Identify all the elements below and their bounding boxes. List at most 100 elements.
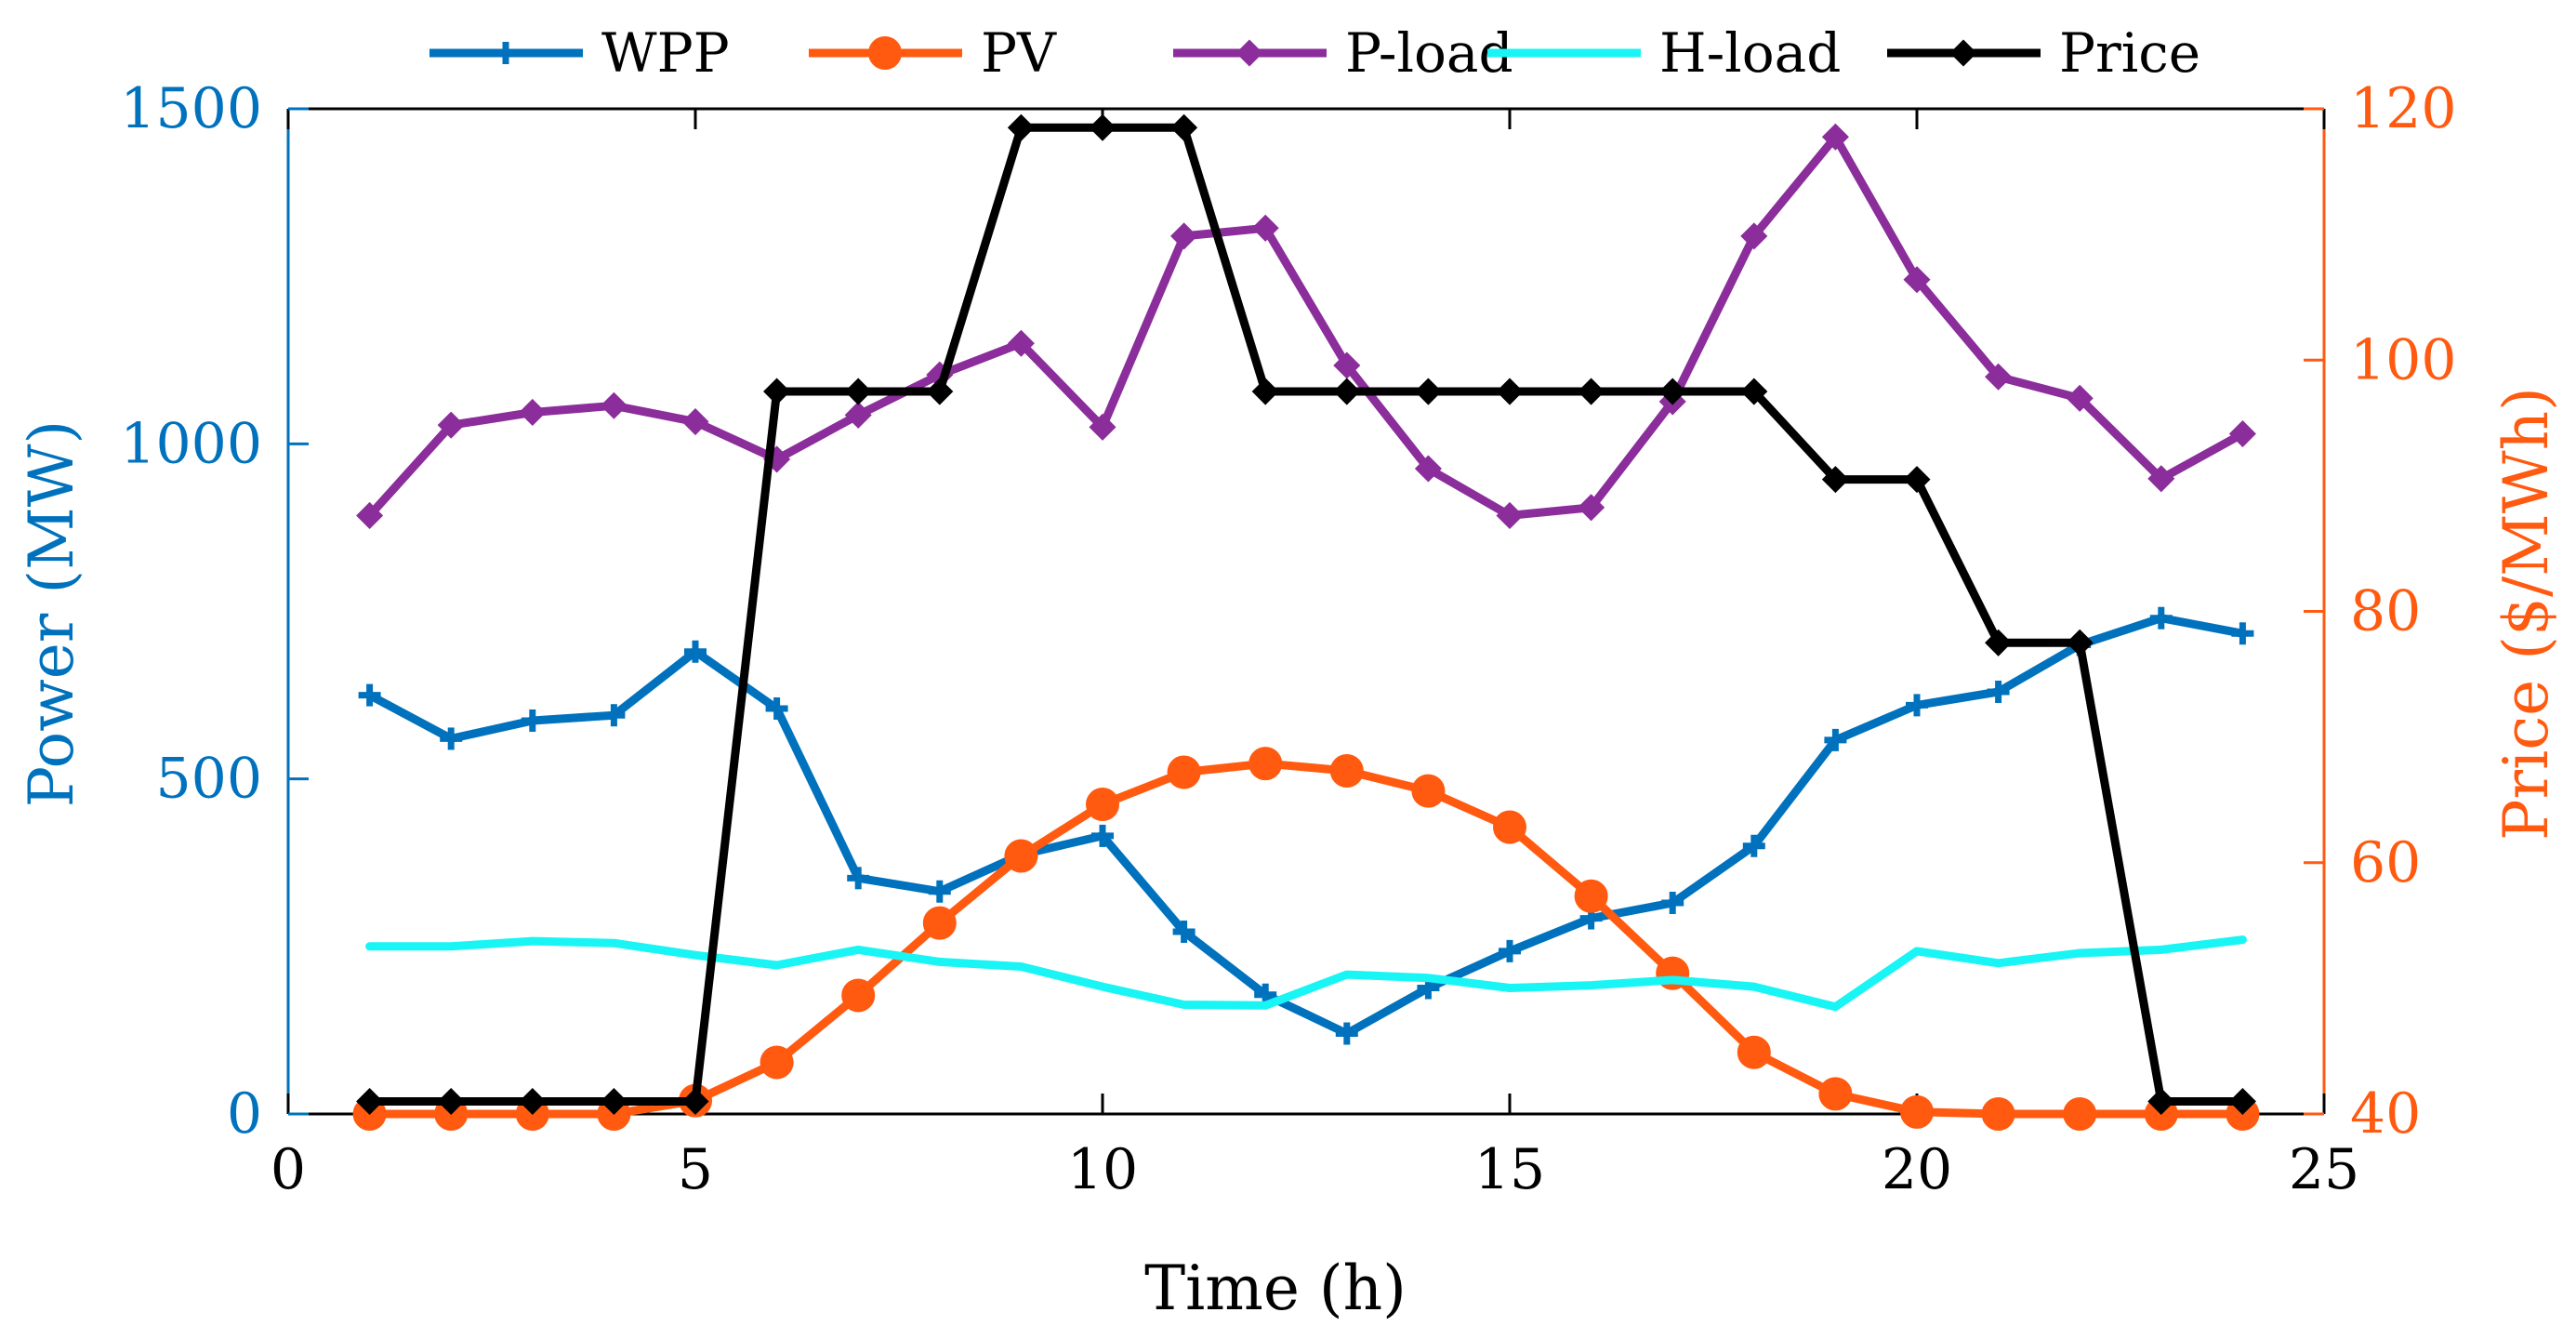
- legend-label: H-load: [1659, 21, 1841, 85]
- data-point: [1578, 494, 1605, 522]
- data-point: [1496, 501, 1524, 529]
- y-right-tick-label: 120: [2350, 76, 2457, 141]
- data-point: [844, 401, 872, 429]
- data-point: [1170, 222, 1198, 250]
- data-point: [922, 906, 957, 940]
- series-wpp: [358, 606, 2254, 1045]
- data-point: [1333, 378, 1361, 405]
- y-right-tick-label: 60: [2350, 830, 2421, 895]
- data-point: [1661, 891, 1684, 914]
- series-line: [365, 123, 2247, 1106]
- series-layer: [352, 113, 2260, 1131]
- data-point: [356, 1087, 384, 1116]
- data-point: [2149, 606, 2173, 630]
- legend-item-h-load: H-load: [1487, 21, 1841, 85]
- series-line: [365, 759, 2247, 1119]
- x-tick-label: 10: [1067, 1137, 1138, 1202]
- data-point: [1004, 839, 1038, 873]
- data-point: [1499, 939, 1521, 962]
- data-point: [1493, 810, 1526, 844]
- data-point: [681, 408, 709, 436]
- series-line: [365, 614, 2247, 1038]
- data-point: [1737, 1035, 1771, 1069]
- y-axis-right-label: Price ($/MWh): [2490, 387, 2562, 841]
- x-tick-label: 20: [1882, 1137, 1952, 1202]
- series-h-load: [365, 935, 2247, 1012]
- x-tick-label: 15: [1474, 1137, 1545, 1202]
- data-point: [1987, 680, 2010, 703]
- data-point: [763, 378, 791, 405]
- y-left-tick-label: 1000: [120, 411, 262, 476]
- data-point: [1167, 755, 1201, 789]
- data-point: [844, 378, 872, 405]
- y-right-tick-label: 100: [2350, 327, 2457, 392]
- y-left-tick-label: 1500: [120, 76, 262, 141]
- data-point: [602, 704, 626, 727]
- data-point: [1089, 113, 1116, 141]
- data-point: [1007, 113, 1035, 141]
- data-point: [1818, 1077, 1853, 1111]
- legend-marker: [1235, 39, 1263, 67]
- legend-item-wpp: WPP: [429, 21, 730, 85]
- data-point: [1251, 378, 1279, 405]
- data-point: [1329, 754, 1364, 789]
- legend-label: P-load: [1345, 21, 1513, 85]
- legend: WPP PV P-load H-load Price: [429, 21, 2200, 85]
- y-left-tick-label: 500: [155, 747, 262, 812]
- data-point: [356, 501, 384, 529]
- legend-marker: [495, 42, 517, 64]
- data-point: [1821, 466, 1849, 494]
- data-point: [1740, 378, 1768, 405]
- data-point: [437, 411, 465, 439]
- data-point: [2147, 465, 2175, 493]
- data-point: [1903, 266, 1931, 294]
- series-line: [365, 132, 2247, 520]
- data-point: [1985, 629, 2013, 656]
- data-point: [1414, 455, 1442, 483]
- data-point: [1740, 222, 1768, 250]
- data-point: [2147, 1087, 2175, 1116]
- data-point: [2063, 1097, 2097, 1131]
- data-point: [1658, 378, 1686, 405]
- data-point: [519, 1087, 547, 1116]
- legend-label: WPP: [601, 21, 730, 85]
- legend-label: Price: [2059, 21, 2200, 85]
- y-axis-left-label: Power (MW): [16, 420, 87, 807]
- data-point: [1496, 378, 1524, 405]
- series-price: [356, 113, 2256, 1116]
- legend-item-p-load: P-load: [1173, 21, 1513, 85]
- data-point: [521, 709, 544, 732]
- data-point: [2066, 629, 2094, 656]
- data-point: [2066, 384, 2094, 412]
- data-point: [681, 1087, 709, 1116]
- data-point: [1903, 466, 1931, 494]
- legend-item-pv: PV: [809, 21, 1057, 85]
- data-point: [1900, 1094, 1934, 1129]
- x-axis-label: Time (h): [1144, 1253, 1407, 1324]
- x-tick-label: 25: [2289, 1137, 2359, 1202]
- data-point: [926, 378, 954, 405]
- data-point: [928, 880, 951, 903]
- data-point: [841, 978, 876, 1013]
- data-point: [760, 1045, 794, 1080]
- data-point: [1007, 329, 1035, 357]
- data-point: [358, 683, 381, 707]
- y-left-tick-label: 0: [227, 1081, 262, 1147]
- data-point: [1172, 920, 1196, 943]
- data-point: [1091, 824, 1114, 847]
- data-point: [1414, 378, 1442, 405]
- data-point: [437, 1087, 465, 1116]
- y-right-tick-label: 80: [2350, 579, 2421, 644]
- data-point: [684, 640, 707, 663]
- data-point: [1574, 879, 1608, 913]
- data-point: [765, 696, 788, 720]
- data-point: [2228, 419, 2256, 448]
- legend-item-price: Price: [1887, 21, 2200, 85]
- data-point: [1333, 351, 1361, 379]
- legend-label: PV: [981, 21, 1057, 85]
- legend-marker: [1949, 39, 1977, 67]
- data-point: [1411, 774, 1446, 808]
- data-point: [1248, 747, 1283, 781]
- data-point: [1089, 413, 1116, 441]
- data-point: [1086, 788, 1119, 822]
